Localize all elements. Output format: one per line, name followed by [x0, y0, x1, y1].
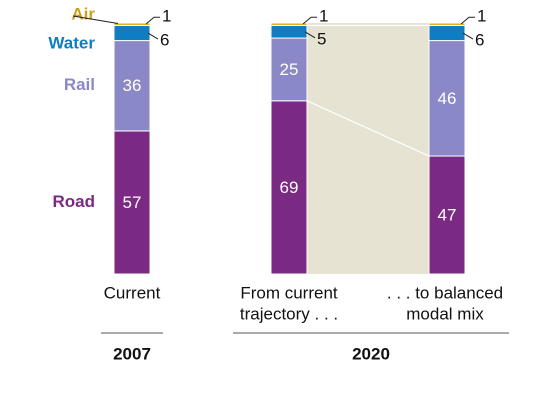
leader-air-series — [72, 15, 119, 24]
data-label-water-0: 6 — [160, 31, 169, 50]
data-label-road-0: 57 — [123, 193, 142, 212]
leader-air-1 — [302, 16, 317, 25]
data-label-rail-2: 46 — [438, 89, 457, 108]
leader-air-2 — [460, 16, 475, 25]
series-label-water: Water — [48, 33, 95, 52]
bar-air-2 — [428, 22, 466, 27]
data-label-water-1: 5 — [317, 29, 326, 48]
data-label-air-0: 1 — [162, 7, 171, 26]
category-label-2-line1: modal mix — [406, 304, 484, 323]
data-label-road-1: 69 — [280, 178, 299, 197]
bar-rail-1 — [270, 37, 308, 102]
data-label-water-2: 6 — [475, 31, 484, 50]
leader-water-0 — [147, 32, 159, 40]
bar-air-1 — [270, 22, 308, 27]
bar-water-0 — [113, 25, 151, 42]
bar-water-1 — [270, 25, 308, 39]
group-label-2020: 2020 — [352, 344, 390, 363]
leader-water-2 — [462, 32, 474, 40]
bar-road-2 — [428, 155, 466, 275]
bar-water-2 — [428, 25, 466, 42]
label-layer: 57 36 69 25 47 46 1 6 1 5 1 6 Road Rail Water Air — [48, 4, 486, 224]
category-label-1-line1: trajectory . . . — [240, 304, 338, 323]
category-label-0-line0: Current — [104, 283, 161, 302]
group-label-2007: 2007 — [113, 344, 151, 363]
bar-road-1 — [270, 100, 308, 275]
leader-air-0 — [145, 16, 160, 25]
axis-layer: Current From current trajectory . . . . . .… — [101, 283, 509, 363]
series-label-rail: Rail — [64, 75, 95, 94]
bar-air-0 — [113, 22, 151, 27]
data-label-air-2: 1 — [477, 7, 486, 26]
series-label-air: Air — [71, 4, 95, 23]
data-label-rail-1: 25 — [280, 60, 299, 79]
category-label-1-line0: From current — [240, 283, 338, 302]
data-label-air-1: 1 — [319, 7, 328, 26]
bar-layer — [113, 22, 466, 275]
leader-water-1 — [304, 31, 316, 39]
data-label-rail-0: 36 — [123, 76, 142, 95]
connector-line-road — [306, 100, 430, 157]
connector-layer — [306, 23, 430, 274]
connector-band — [307, 23, 429, 274]
data-label-road-2: 47 — [438, 205, 457, 224]
category-label-2-line0: . . . to balanced — [387, 283, 503, 302]
bar-road-0 — [113, 130, 151, 275]
bar-rail-2 — [428, 40, 466, 157]
series-label-road: Road — [53, 192, 96, 211]
